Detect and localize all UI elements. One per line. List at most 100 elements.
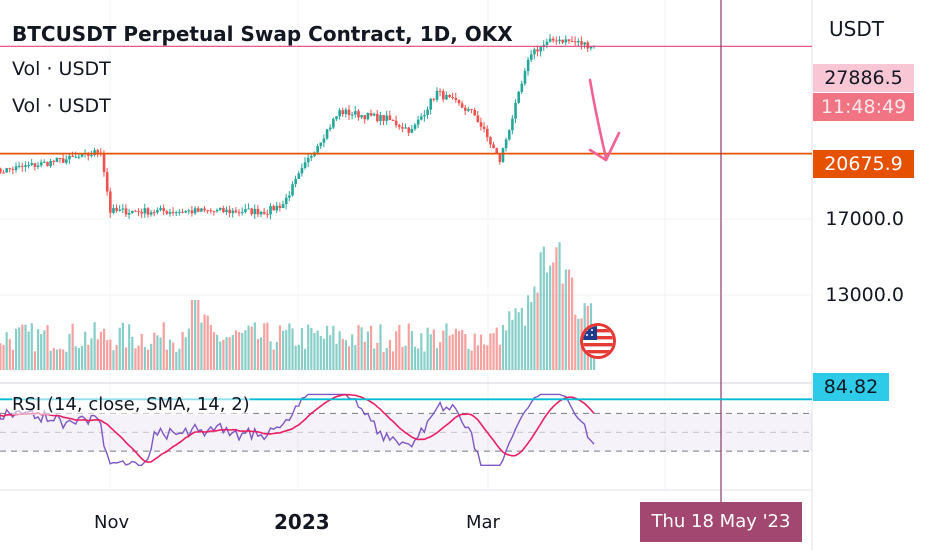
volume-bar [200, 322, 203, 370]
candle-body [49, 160, 52, 167]
candle-body [218, 207, 222, 210]
volume-bar [426, 327, 429, 370]
volume-bar [523, 325, 527, 370]
candle-body [514, 102, 517, 119]
volume-bar [212, 332, 216, 370]
volume-bar [55, 349, 59, 370]
candle-body [112, 208, 115, 213]
volume-bar [106, 340, 109, 370]
rsi-lines [0, 393, 595, 466]
volume-bar [322, 338, 326, 370]
volume-bar [228, 337, 231, 370]
candle-body [580, 41, 583, 45]
volume-bar [574, 314, 577, 370]
volume-bar [146, 349, 150, 370]
candle-body [420, 116, 423, 120]
volume-bar [112, 350, 115, 370]
volume-bar [470, 350, 473, 370]
volume-bar [87, 344, 90, 370]
candle-body [291, 184, 294, 196]
volume-bar [96, 339, 99, 370]
candle-body [545, 41, 549, 45]
rsi-legend[interactable]: RSI (14, close, SMA, 14, 2) [12, 394, 250, 415]
volume-bar [376, 342, 379, 370]
volume-bar [225, 337, 228, 370]
candle-body [429, 98, 433, 110]
volume-bar [413, 346, 417, 370]
volume-bar [354, 345, 357, 370]
volume-bar [194, 300, 197, 370]
volume-bar [501, 324, 505, 370]
candle-body [275, 205, 279, 211]
time-tick-nov: Nov [94, 512, 130, 533]
time-tick-2023: 2023 [274, 510, 330, 534]
volume-bar [363, 341, 366, 370]
candle-body [394, 120, 398, 126]
volume-bar [577, 318, 580, 370]
volume-legend-1[interactable]: Vol · USDT [12, 58, 111, 80]
candle-body [149, 212, 153, 215]
candle-body [388, 115, 392, 121]
candle-body [332, 119, 335, 128]
volume-legend-2[interactable]: Vol · USDT [12, 95, 111, 117]
candle-body [209, 210, 213, 212]
level-line-badge: 20675.9 [813, 150, 914, 178]
volume-bar [360, 327, 363, 370]
price-axis-unit[interactable]: USDT [829, 17, 884, 41]
volume-bar [479, 334, 483, 370]
candle-body [325, 129, 329, 139]
candle-body [74, 156, 78, 158]
candle-body [495, 148, 499, 154]
down-arrow-shaft [588, 78, 608, 160]
candle-body [319, 142, 323, 147]
volume-bar [511, 319, 514, 370]
volume-bar [325, 325, 329, 370]
volume-bar [508, 311, 511, 370]
volume-bar [80, 345, 84, 370]
last-price-badge: 27886.5 [813, 64, 914, 92]
volume-bar [197, 300, 200, 370]
volume-bar [454, 328, 457, 370]
chart-title[interactable]: BTCUSDT Perpetual Swap Contract, 1D, OKX [12, 22, 513, 46]
volume-bar [33, 351, 37, 370]
candle-body [385, 115, 389, 121]
volume-bar [8, 339, 11, 370]
volume-bar [505, 330, 508, 370]
volume-bar [410, 331, 414, 370]
volume-bar [369, 325, 373, 370]
candle-body [564, 39, 568, 43]
volume-bar [93, 322, 96, 370]
volume-bar [395, 331, 398, 370]
volume-bar [451, 334, 454, 370]
volume-bar [206, 315, 209, 370]
volume-bar [21, 324, 24, 370]
candle-body [303, 162, 307, 168]
candle-body [344, 109, 348, 115]
candle-body [507, 130, 511, 140]
candle-body [539, 47, 542, 52]
volume-bar [150, 343, 153, 370]
volume-bar [162, 322, 165, 370]
volume-bar [58, 348, 62, 370]
candle-body [65, 159, 68, 163]
candle-body [341, 110, 345, 115]
volume-bar [5, 332, 8, 370]
volume-bar [420, 333, 423, 370]
candle-body [253, 208, 257, 215]
us-flag-icon[interactable] [580, 323, 616, 359]
volume-bar [256, 338, 260, 370]
candle-body [8, 168, 12, 170]
candle-body [196, 208, 200, 212]
volume-bar [272, 349, 275, 370]
volume-bar [527, 295, 530, 370]
volume-bar [71, 323, 74, 370]
candle-body [240, 212, 244, 214]
volume-bar [156, 335, 159, 370]
volume-bar [282, 330, 285, 370]
candle-body [445, 94, 448, 100]
volume-bar [190, 300, 194, 370]
volume-bar [11, 349, 15, 370]
volume-bar [140, 333, 143, 370]
time-tick-mar: Mar [466, 512, 500, 533]
